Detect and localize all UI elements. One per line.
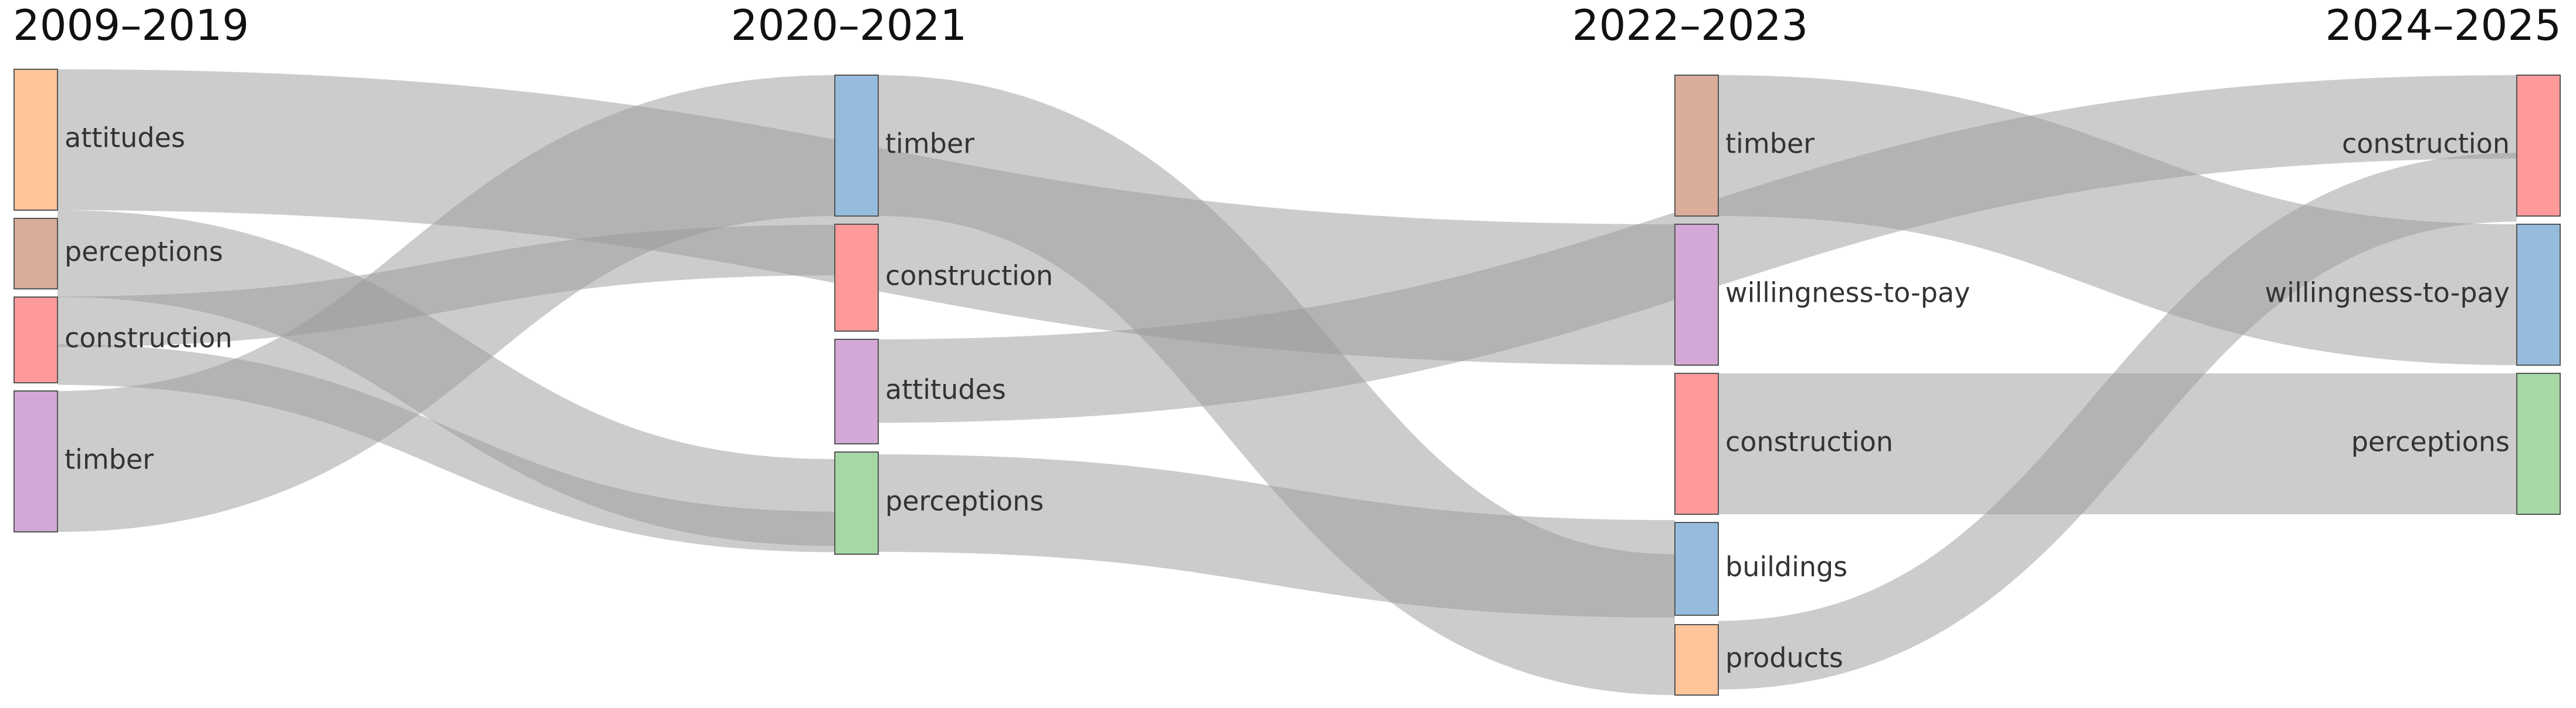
node-label-c1-attitudes: attitudes	[885, 374, 1006, 406]
node-c2-construction	[1674, 373, 1719, 515]
nodes: attitudes perceptions construction timber ti…	[13, 69, 2561, 696]
link-c0-attitudes-to-c2-wtp	[57, 69, 1675, 365]
node-label-c0-perceptions: perceptions	[65, 236, 223, 268]
period-title-1: 2009–2019	[13, 1, 249, 50]
link-c2-timber-to-c3-wtp	[1718, 75, 2517, 365]
node-label-c1-timber: timber	[885, 128, 974, 160]
period-title-2: 2020–2021	[731, 1, 967, 50]
node-c1-attitudes	[834, 339, 879, 444]
node-c2-wtp	[1674, 224, 1719, 366]
node-c2-buildings	[1674, 522, 1719, 616]
period-titles: 2009–2019 2020–2021 2022–2023 2024–2025	[13, 1, 2561, 50]
node-c3-perceptions	[2516, 373, 2561, 515]
node-label-c0-timber: timber	[65, 444, 154, 476]
node-c0-timber	[13, 390, 58, 532]
node-c1-perceptions	[834, 451, 879, 555]
node-label-c2-construction: construction	[1725, 426, 1893, 458]
node-c0-attitudes	[13, 69, 58, 211]
flow-links	[57, 69, 2517, 695]
link-c2-products-to-c3-construction	[1718, 153, 2517, 690]
node-c1-construction	[834, 224, 879, 332]
node-label-c2-products: products	[1725, 642, 1843, 674]
node-label-c0-construction: construction	[65, 322, 232, 354]
node-label-c3-construction: construction	[2342, 128, 2510, 160]
node-c3-wtp	[2516, 224, 2561, 366]
node-label-c1-construction: construction	[885, 260, 1053, 292]
period-title-3: 2022–2023	[1572, 1, 1808, 50]
node-label-c3-wtp: willingness-to-pay	[2265, 277, 2510, 309]
node-label-c2-timber: timber	[1725, 128, 1815, 160]
node-label-c2-wtp: willingness-to-pay	[1725, 277, 1970, 309]
node-c3-construction	[2516, 75, 2561, 217]
node-c2-products	[1674, 624, 1719, 696]
node-label-c3-perceptions: perceptions	[2351, 426, 2510, 458]
link-c0-timber-to-c1-timber	[57, 75, 835, 532]
period-title-4: 2024–2025	[2325, 1, 2561, 50]
node-c0-construction	[13, 296, 58, 383]
link-c1-perceptions-to-c2-buildings	[878, 454, 1675, 618]
node-label-c2-buildings: buildings	[1725, 551, 1847, 583]
node-c0-perceptions	[13, 218, 58, 289]
node-label-c0-attitudes: attitudes	[65, 122, 185, 154]
node-c2-timber	[1674, 75, 1719, 217]
node-label-c1-perceptions: perceptions	[885, 486, 1044, 517]
node-c1-timber	[834, 75, 879, 217]
